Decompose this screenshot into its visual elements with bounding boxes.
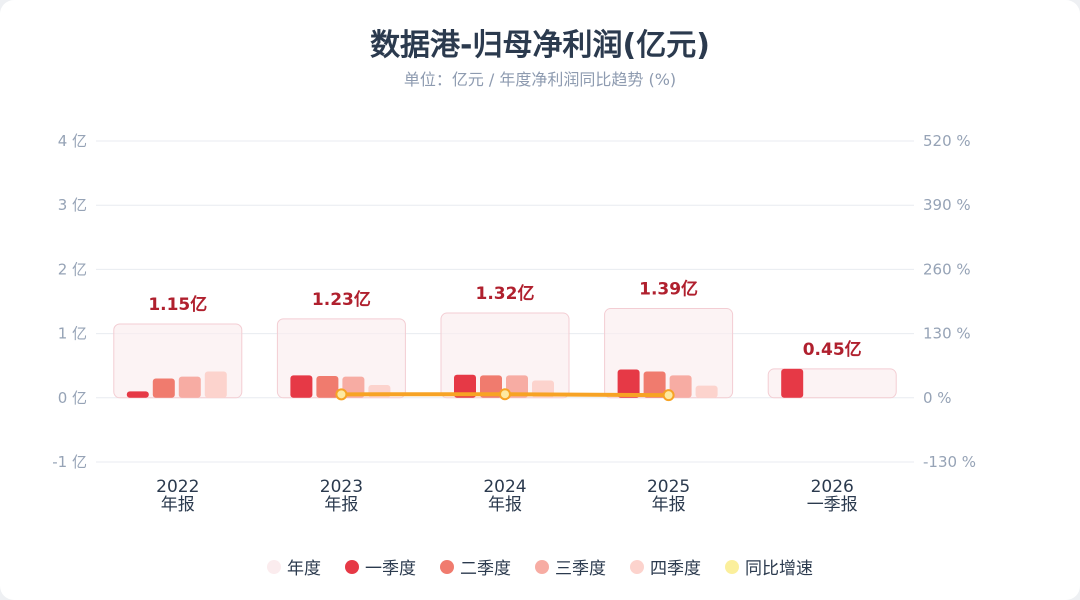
legend-swatch (267, 559, 281, 574)
annual-value-label: 1.39亿 (639, 279, 698, 300)
quarter-bar (316, 375, 339, 398)
annual-value-label: 1.32亿 (476, 283, 535, 304)
legend-label: 二季度 (460, 559, 511, 579)
chart-legend: 年度 一季度 二季度 三季度 四季度 同比增速 (0, 554, 1080, 579)
x-tick-period: 年报 (652, 495, 686, 515)
chart-title: 数据港-归母净利润(亿元) (370, 28, 710, 63)
legend-swatch (630, 559, 644, 574)
quarter-bar (781, 368, 804, 398)
legend-swatch (535, 559, 549, 574)
quarter-bar (669, 375, 692, 398)
legend-label: 四季度 (650, 559, 701, 579)
legend-label: 同比增速 (745, 559, 813, 579)
quarter-bar (695, 385, 718, 398)
x-tick-period: 年报 (161, 495, 195, 515)
legend-swatch (440, 559, 454, 574)
x-tick-year: 2023 (320, 477, 363, 497)
x-tick-period: 年报 (324, 495, 358, 515)
y-left-tick-label: 4 亿 (58, 132, 87, 150)
y-left-tick-label: 0 亿 (58, 389, 87, 407)
legend-swatch (345, 559, 359, 574)
legend-item[interactable]: 三季度 (535, 554, 606, 579)
quarter-bar (178, 376, 201, 398)
chart-subtitle: 单位：亿元 / 年度净利润同比趋势 (%) (403, 70, 677, 89)
quarter-bar (643, 371, 666, 398)
y-right-tick-label: -130 % (923, 453, 976, 471)
y-left-tick-label: -1 亿 (52, 453, 87, 471)
y-right-tick-label: 390 % (923, 196, 971, 214)
legend-item[interactable]: 四季度 (630, 554, 701, 579)
legend-label: 一季度 (365, 559, 416, 579)
x-tick-period: 年报 (488, 495, 522, 515)
y-right-tick-label: 130 % (923, 325, 971, 343)
quarter-bar (617, 369, 640, 398)
annual-value-label: 0.45亿 (803, 339, 862, 360)
y-right-tick-label: 0 % (923, 389, 952, 407)
quarter-bar (152, 378, 175, 398)
quarter-bar (506, 375, 528, 398)
legend-item[interactable]: 同比增速 (725, 554, 813, 579)
quarter-bar (454, 374, 476, 398)
x-tick-year: 2026 (811, 477, 854, 497)
annual-value-label: 1.15亿 (148, 294, 207, 315)
legend-item[interactable]: 二季度 (440, 554, 511, 579)
legend-label: 三季度 (555, 559, 606, 579)
x-tick-period: 一季报 (807, 495, 858, 515)
quarter-bar (480, 375, 502, 398)
y-left-tick-label: 1 亿 (58, 325, 87, 343)
y-left-tick-label: 3 亿 (58, 196, 87, 214)
legend-swatch (725, 559, 739, 574)
y-right-tick-label: 520 % (923, 132, 971, 150)
annual-value-label: 1.23亿 (312, 289, 371, 310)
legend-label: 年度 (287, 559, 321, 579)
y-left-tick-label: 2 亿 (58, 260, 87, 278)
legend-item[interactable]: 一季度 (345, 554, 416, 579)
y-right-tick-label: 260 % (923, 260, 971, 278)
yoy-point (662, 389, 675, 402)
legend-item[interactable]: 年度 (267, 554, 321, 579)
quarter-bar (290, 375, 313, 398)
x-tick-year: 2025 (647, 477, 690, 497)
quarter-bar (126, 391, 149, 398)
yoy-point (499, 388, 511, 401)
yoy-point (335, 388, 348, 401)
x-tick-year: 2022 (156, 477, 199, 497)
quarter-bar (204, 371, 227, 398)
x-tick-year: 2024 (483, 477, 526, 497)
